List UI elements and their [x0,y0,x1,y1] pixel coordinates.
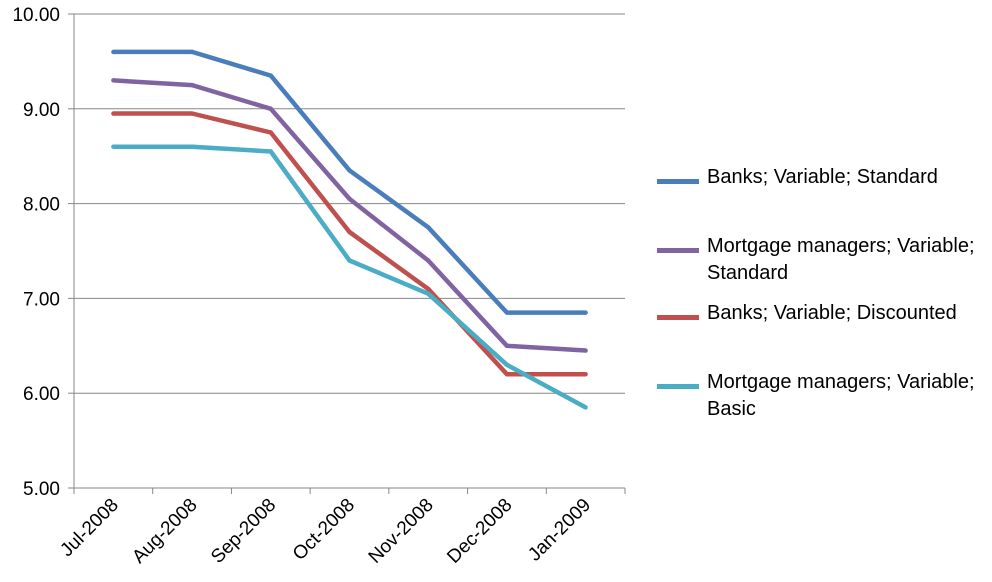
data-point [347,196,352,202]
legend-swatch [657,315,699,320]
data-point [111,144,116,149]
x-tick-label: Aug-2008 [128,495,201,568]
y-tick-label: 9.00 [23,100,60,121]
data-point [268,130,273,135]
legend-swatch [657,248,699,253]
legend-label: Mortgage managers; Variable; Basic [707,371,975,420]
series-line-2 [113,78,586,353]
axes [68,13,626,494]
y-tick-label: 7.00 [23,289,60,310]
data-point [268,73,273,78]
data-point [189,111,195,116]
legend-item: Mortgage managers; Variable; Standard [657,233,987,287]
y-tick-label: 5.00 [23,479,60,500]
data-point [111,49,116,55]
data-point [189,144,195,149]
legend-swatch [657,179,699,184]
series-line-3 [113,111,586,377]
x-tick-label: Nov-2008 [365,495,438,568]
data-point [347,168,352,173]
legend-item: Banks; Variable; Discounted [657,300,987,327]
data-point [583,310,588,315]
data-point [504,310,510,315]
legend-item: Mortgage managers; Variable; Basic [657,369,987,423]
data-point [426,225,431,230]
legend-label: Mortgage managers; Variable; Standard [707,235,975,284]
data-point [426,258,431,263]
series-line-1 [113,49,586,315]
data-point [426,291,431,296]
data-point [504,372,510,377]
x-tick-label: Jan-2009 [524,495,595,566]
x-tick-label: Sep-2008 [207,495,280,568]
data-point [347,229,352,235]
legend-label: Banks; Variable; Standard [707,166,938,188]
data-point [268,149,273,154]
data-point [583,372,588,377]
data-point [426,286,431,292]
data-point [347,258,352,263]
series-lines [111,49,588,410]
data-point [583,405,588,410]
legend-label: Banks; Variable; Discounted [707,302,957,324]
data-point [268,106,273,112]
gridlines [74,13,625,394]
y-tick-label: 6.00 [23,384,60,405]
x-tick-label: Oct-2008 [289,495,359,565]
y-tick-label: 8.00 [23,195,60,216]
y-tick-label: 10.00 [12,5,60,26]
data-point [504,362,510,367]
series-line-4 [113,144,587,410]
x-tick-label: Jul-2008 [57,495,123,561]
y-axis-tick-labels: 5.00 6.00 7.00 8.00 9.00 10.00 [12,5,60,500]
data-point [504,343,510,348]
legend-item: Banks; Variable; Standard [657,164,987,191]
data-point [189,82,195,88]
x-axis-tick-labels: Jul-2008 Aug-2008 Sep-2008 Oct-2008 Nov-2008… [57,495,596,568]
data-point [111,78,116,83]
x-tick-label: Dec-2008 [443,495,516,568]
data-point [583,348,588,353]
data-point [189,49,195,55]
data-point [111,111,116,116]
legend-swatch [657,384,699,389]
